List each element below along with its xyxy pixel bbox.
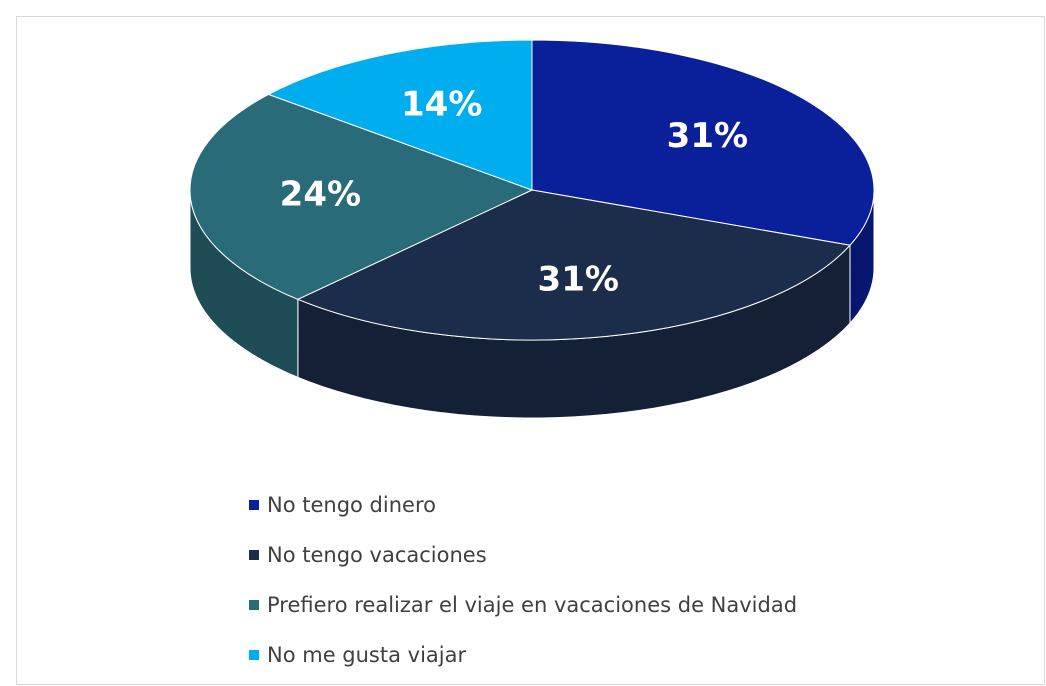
legend-label: Prefiero realizar el viaje en vacaciones… bbox=[267, 593, 797, 617]
legend-swatch bbox=[249, 650, 259, 660]
legend-swatch bbox=[249, 550, 259, 560]
slice bbox=[189, 93, 534, 300]
value-label: 31% bbox=[538, 259, 619, 299]
legend-label: No tengo vacaciones bbox=[267, 543, 487, 567]
legend-label: No tengo dinero bbox=[267, 493, 436, 517]
slice bbox=[531, 39, 875, 246]
legend-swatch bbox=[249, 500, 259, 510]
legend-label: No me gusta viajar bbox=[267, 643, 466, 667]
legend-swatch bbox=[249, 600, 259, 610]
slice bbox=[296, 189, 851, 341]
value-label: 24% bbox=[280, 174, 361, 214]
value-label: 14% bbox=[401, 84, 482, 124]
value-label: 31% bbox=[667, 116, 748, 156]
slice bbox=[267, 39, 533, 191]
